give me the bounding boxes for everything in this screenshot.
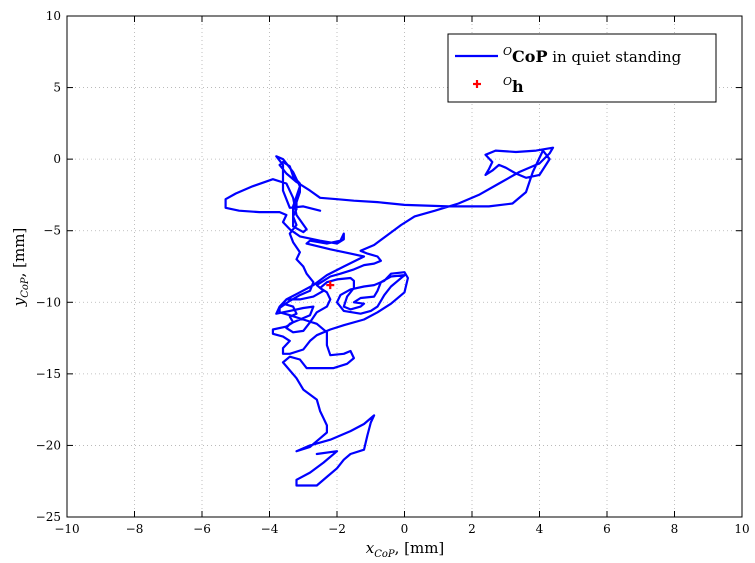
legend-h-bold: h (512, 77, 524, 96)
y-tick-label: 0 (53, 152, 61, 166)
x-tick-label: 0 (401, 522, 409, 536)
x-axis-label-unit: , [mm] (395, 539, 445, 557)
x-tick-label: −2 (328, 522, 346, 536)
x-tick-label: −10 (54, 522, 79, 536)
x-tick-label: −4 (261, 522, 279, 536)
y-tick-label: −20 (36, 438, 61, 452)
y-tick-label: 5 (53, 81, 61, 95)
y-tick-label: −10 (36, 295, 61, 309)
x-axis-label: xCoP, [mm] (366, 539, 445, 560)
y-axis-label-sub: CoP (20, 277, 31, 298)
x-tick-label: 2 (468, 522, 476, 536)
x-axis-label-sub: CoP (374, 549, 395, 560)
y-tick-label: −5 (43, 224, 61, 238)
legend-entry-cop: OCoP in quiet standing (503, 45, 682, 66)
y-tick-label: −25 (36, 510, 61, 524)
y-tick-label: −15 (36, 367, 61, 381)
legend-cop-sup: O (503, 45, 512, 58)
x-tick-label: 6 (603, 522, 611, 536)
x-tick-label: −6 (193, 522, 211, 536)
x-tick-label: −8 (126, 522, 144, 536)
x-tick-label: 4 (536, 522, 544, 536)
x-tick-label: 10 (734, 522, 749, 536)
legend-cop-bold: CoP (512, 47, 547, 66)
legend-h-sup: O (503, 75, 512, 88)
x-tick-label: 8 (671, 522, 679, 536)
y-axis-label-unit: , [mm] (10, 228, 28, 278)
y-tick-label: 10 (46, 9, 61, 23)
legend-box (448, 34, 716, 102)
y-axis-label: yCoP, [mm] (10, 228, 31, 308)
legend-cop-rest: in quiet standing (547, 48, 681, 66)
legend: OCoP in quiet standing Oh (448, 34, 716, 102)
